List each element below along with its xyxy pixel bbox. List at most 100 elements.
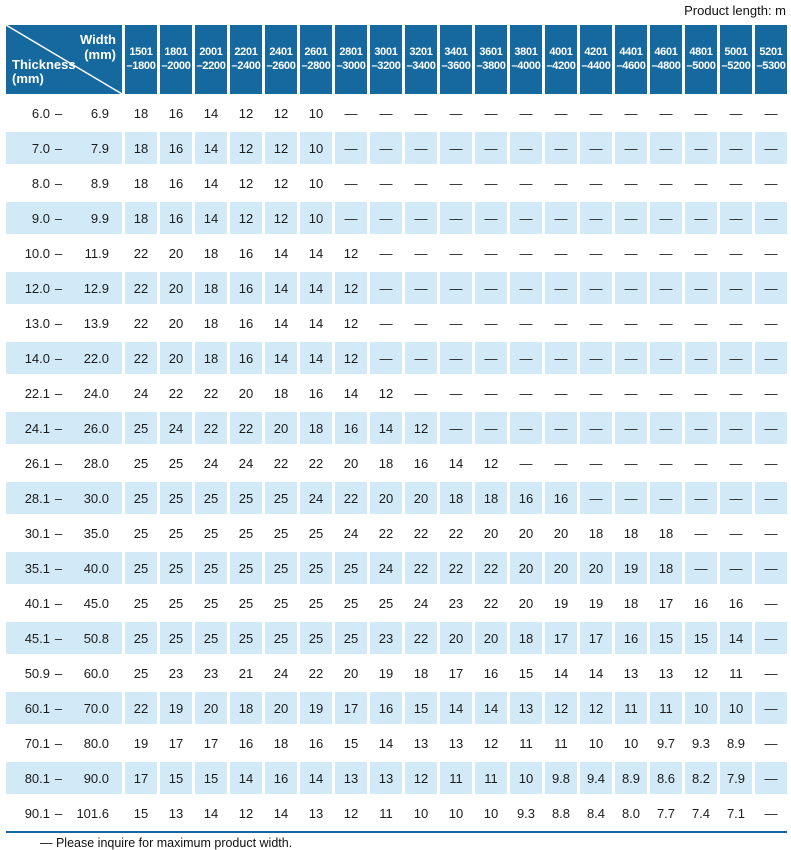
length-cell: — — [440, 167, 472, 199]
length-cell: 22 — [160, 377, 192, 409]
length-cell: — — [440, 202, 472, 234]
length-cell: 20 — [265, 412, 297, 444]
length-cell: 12 — [685, 657, 717, 689]
length-cell: — — [405, 97, 437, 129]
length-cell: — — [755, 587, 787, 619]
width-range-to: –2200 — [196, 59, 226, 72]
width-range-to: –5200 — [721, 59, 751, 72]
length-cell: 12 — [335, 342, 367, 374]
range-separator: – — [54, 560, 63, 576]
length-cell: — — [370, 167, 402, 199]
length-cell: — — [475, 167, 507, 199]
length-cell: — — [615, 167, 647, 199]
length-cell: — — [755, 517, 787, 549]
length-cell: 16 — [615, 622, 647, 654]
range-separator: – — [54, 700, 63, 716]
thickness-row-label: 30.1– 35.0 — [6, 517, 122, 549]
width-col-header: 1501 –1800 — [125, 25, 157, 94]
length-cell: — — [545, 377, 577, 409]
length-cell: — — [370, 132, 402, 164]
length-cell: — — [685, 447, 717, 479]
length-cell: — — [755, 552, 787, 584]
length-cell: — — [720, 412, 752, 444]
length-cell: 17 — [440, 657, 472, 689]
length-cell: — — [685, 272, 717, 304]
range-separator: – — [54, 630, 63, 646]
length-cell: — — [650, 482, 682, 514]
length-cell: — — [650, 412, 682, 444]
footer-rule — [6, 831, 787, 833]
length-cell: — — [580, 377, 612, 409]
thickness-min: 22.1 — [24, 385, 50, 401]
length-cell: 14 — [545, 657, 577, 689]
width-col-header: 5201 –5300 — [755, 25, 787, 94]
length-cell: 23 — [160, 657, 192, 689]
length-cell: — — [475, 342, 507, 374]
length-cell: — — [615, 377, 647, 409]
width-range-from: 3601 — [479, 45, 503, 58]
length-cell: 19 — [125, 727, 157, 759]
thickness-max: 70.0 — [83, 700, 109, 716]
length-cell: 18 — [580, 517, 612, 549]
width-col-header: 1801 –2000 — [160, 25, 192, 94]
length-cell: — — [650, 447, 682, 479]
length-cell: 20 — [160, 237, 192, 269]
width-col-header: 3401 –3600 — [440, 25, 472, 94]
width-range-from: 4801 — [689, 45, 713, 58]
length-cell: 14 — [265, 272, 297, 304]
length-cell: 25 — [300, 622, 332, 654]
length-cell: 12 — [475, 727, 507, 759]
width-range-to: –2400 — [231, 59, 261, 72]
length-cell: 25 — [125, 587, 157, 619]
length-cell: — — [615, 482, 647, 514]
length-cell: 18 — [650, 517, 682, 549]
length-cell: — — [440, 412, 472, 444]
length-cell: 24 — [300, 482, 332, 514]
thickness-row-label: 9.0– 9.9 — [6, 202, 122, 234]
length-cell: 12 — [580, 692, 612, 724]
thickness-axis-unit: (mm) — [12, 71, 44, 87]
range-separator: – — [54, 245, 63, 261]
length-cell: 22 — [230, 412, 262, 444]
length-cell: 25 — [300, 587, 332, 619]
width-range-to: –2600 — [266, 59, 296, 72]
length-cell: — — [685, 237, 717, 269]
length-cell: — — [510, 342, 542, 374]
length-cell: 18 — [195, 272, 227, 304]
length-cell: — — [755, 237, 787, 269]
length-cell: — — [335, 132, 367, 164]
length-cell: 10 — [510, 762, 542, 794]
length-cell: 16 — [545, 482, 577, 514]
length-cell: 15 — [650, 622, 682, 654]
length-cell: — — [720, 482, 752, 514]
range-separator: – — [54, 595, 63, 611]
length-cell: 13 — [335, 762, 367, 794]
thickness-max: 22.0 — [83, 350, 109, 366]
length-cell: 25 — [230, 482, 262, 514]
length-cell: 19 — [300, 692, 332, 724]
length-cell: — — [685, 307, 717, 339]
length-cell: — — [580, 132, 612, 164]
length-cell: 13 — [160, 797, 192, 829]
length-cell: 25 — [125, 447, 157, 479]
thickness-min: 7.0 — [31, 140, 50, 156]
length-cell: 20 — [510, 517, 542, 549]
length-cell: 18 — [475, 482, 507, 514]
thickness-max: 101.6 — [76, 805, 109, 821]
length-cell: — — [335, 167, 367, 199]
thickness-min: 35.1 — [24, 560, 50, 576]
length-cell: — — [510, 167, 542, 199]
length-cell: 24 — [230, 447, 262, 479]
thickness-min: 9.0 — [31, 210, 50, 226]
length-cell: 14 — [195, 97, 227, 129]
length-cell: 11 — [615, 692, 647, 724]
length-cell: 22 — [195, 412, 227, 444]
length-cell: 13 — [405, 727, 437, 759]
range-separator: – — [54, 280, 63, 296]
width-col-header: 3001 –3200 — [370, 25, 402, 94]
thickness-row-label: 13.0– 13.9 — [6, 307, 122, 339]
length-cell: — — [580, 342, 612, 374]
length-cell: — — [720, 377, 752, 409]
length-cell: 20 — [195, 692, 227, 724]
thickness-max: 80.0 — [83, 735, 109, 751]
